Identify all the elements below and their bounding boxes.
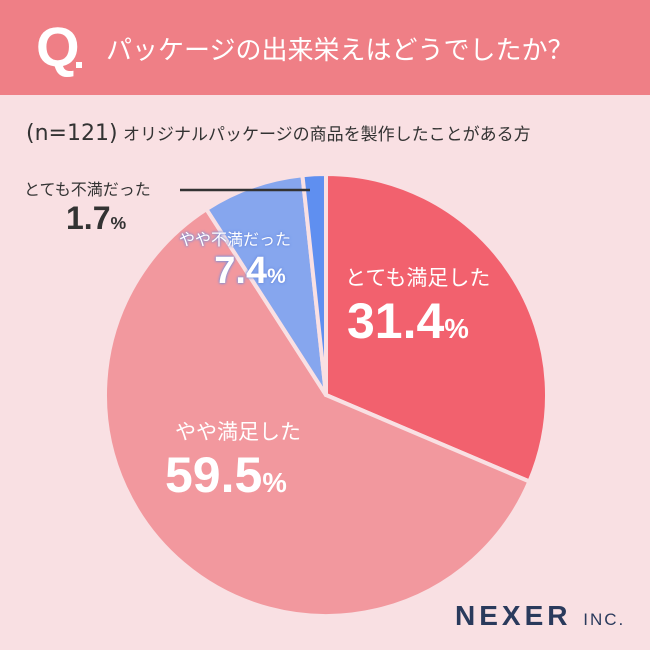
slice-label: やや満足した xyxy=(175,420,301,444)
label-somewhat-satisfied: やや満足した 59.5% xyxy=(165,416,365,504)
nexer-logo: NEXER INC. xyxy=(455,600,625,632)
pie-slice-0 xyxy=(324,172,549,484)
label-somewhat-dissatisfied: やや不満だった 7.4% xyxy=(160,226,310,293)
slice-label: やや不満だった xyxy=(178,230,291,249)
slice-value: 59.5 xyxy=(165,447,263,503)
label-very-dissatisfied: とても不満だった 1.7% xyxy=(24,176,184,237)
q-mark: Q xyxy=(36,15,80,78)
slice-value: 31.4 xyxy=(347,293,445,349)
pie-slice-1 xyxy=(103,207,532,618)
logo-suffix: INC. xyxy=(583,610,626,629)
slice-label: とても満足した xyxy=(345,266,491,290)
question-title: パッケージの出来栄えはどうでしたか？ xyxy=(106,36,574,66)
percent-sign: % xyxy=(444,313,469,344)
respondent-info: (n=121) オリジナルパッケージの商品を製作したことがある方 xyxy=(26,120,531,146)
percent-sign: % xyxy=(110,213,127,233)
slice-value: 7.4 xyxy=(214,250,268,292)
question-header: Q パッケージの出来栄えはどうでしたか？ xyxy=(0,0,650,95)
label-very-satisfied: とても満足した 31.4% xyxy=(345,262,525,350)
percent-sign: % xyxy=(267,265,286,288)
slice-value: 1.7 xyxy=(66,200,111,236)
respondent-description: オリジナルパッケージの商品を製作したことがある方 xyxy=(122,125,531,145)
sample-size: (n=121) xyxy=(26,121,118,146)
logo-main: NEXER xyxy=(455,600,572,631)
pie-slice-3 xyxy=(300,172,328,397)
q-dot xyxy=(76,62,82,68)
slice-label: とても不満だった xyxy=(24,180,151,199)
percent-sign: % xyxy=(262,467,287,498)
